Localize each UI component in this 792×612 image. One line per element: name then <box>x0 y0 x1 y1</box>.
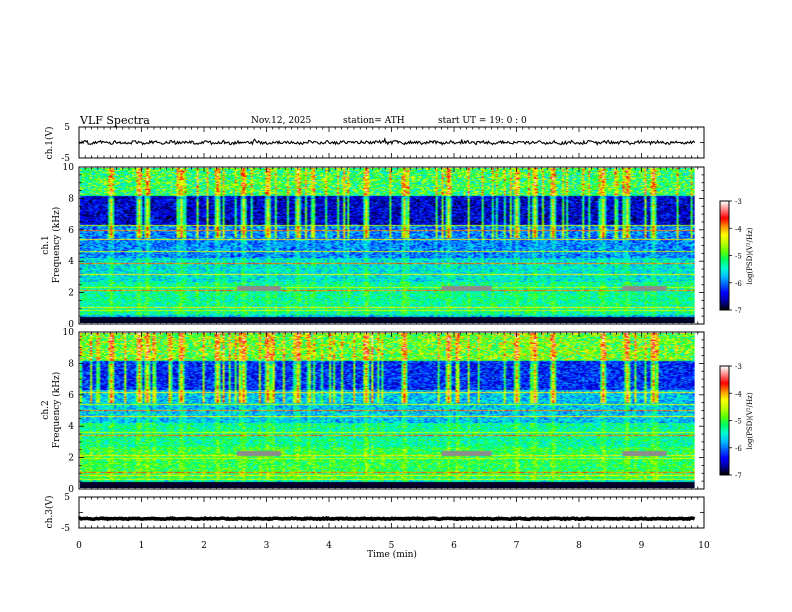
y-tick-label: 2 <box>68 454 74 464</box>
y-tick-label: 10 <box>63 328 75 338</box>
colorbar-tick-label: -5 <box>735 418 742 426</box>
colorbar-tick-label: -7 <box>735 472 742 480</box>
y-tick-label: 4 <box>68 422 74 432</box>
y-tick-label: 0 <box>68 485 74 495</box>
y-tick-label: 6 <box>68 391 74 401</box>
y-tick-label: -5 <box>61 524 70 534</box>
ch2-colorbar <box>720 366 729 475</box>
y-tick-label: 5 <box>64 493 70 503</box>
y-tick-label: 8 <box>68 194 74 204</box>
y-tick-label: 10 <box>63 163 75 173</box>
x-tick-label: 0 <box>76 541 82 551</box>
ch2-spectrogram-ylabel-frequency: Frequency (kHz) <box>51 372 62 449</box>
y-tick-label: 0 <box>68 320 74 330</box>
ch1-waveform-ylabel: ch.1(V) <box>44 127 55 160</box>
x-tick-label: 1 <box>139 541 145 551</box>
ch1-spectrogram <box>80 168 695 323</box>
ch2-spectrogram-ylabel-channel: ch.2 <box>41 400 51 419</box>
x-tick-label: 7 <box>514 541 520 551</box>
colorbar-tick-label: -6 <box>735 445 742 453</box>
x-axis-label: Time (min) <box>367 549 417 560</box>
chart-start-time: start UT = 19: 0 : 0 <box>438 116 527 126</box>
chart-title: VLF Spectra <box>79 114 150 127</box>
x-tick-label: 6 <box>451 541 457 551</box>
x-tick-label: 8 <box>576 541 582 551</box>
ch1-colorbar <box>720 201 729 310</box>
x-tick-label: 2 <box>201 541 207 551</box>
y-tick-label: 6 <box>68 226 74 236</box>
y-tick-label: -5 <box>61 154 70 164</box>
y-tick-label: 2 <box>68 289 74 299</box>
colorbar-tick-label: -3 <box>735 363 742 371</box>
x-tick-label: 3 <box>264 541 270 551</box>
colorbar-tick-label: -4 <box>735 390 742 398</box>
ch3-waveform-trace <box>77 515 696 522</box>
ch1-spectrogram-ylabel-frequency: Frequency (kHz) <box>51 207 62 284</box>
x-tick-label: 9 <box>639 541 645 551</box>
x-tick-label: 10 <box>698 541 710 551</box>
y-tick-label: 5 <box>64 123 70 133</box>
ch1-colorbar-label: log(PSD)(V²/Hz) <box>746 227 754 284</box>
y-tick-label: 8 <box>68 359 74 369</box>
chart-station: station= ATH <box>343 116 405 126</box>
ch3-waveform-ylabel: ch.3(V) <box>44 496 55 529</box>
x-tick-label: 4 <box>326 541 332 551</box>
x-tick-label: 5 <box>389 541 395 551</box>
ch1-waveform-trace <box>78 136 696 147</box>
colorbar-tick-label: -6 <box>735 280 742 288</box>
ch2-colorbar-label: log(PSD)(V²/Hz) <box>746 392 754 449</box>
colorbar-tick-label: -5 <box>735 253 742 261</box>
ch1-spectrogram-ylabel-channel: ch.1 <box>41 235 51 254</box>
colorbar-tick-label: -4 <box>735 225 742 233</box>
chart-date: Nov.12, 2025 <box>251 116 312 126</box>
y-tick-label: 4 <box>68 257 74 267</box>
colorbar-tick-label: -3 <box>735 198 742 206</box>
colorbar-tick-label: -7 <box>735 307 742 315</box>
ch2-spectrogram <box>80 333 695 488</box>
